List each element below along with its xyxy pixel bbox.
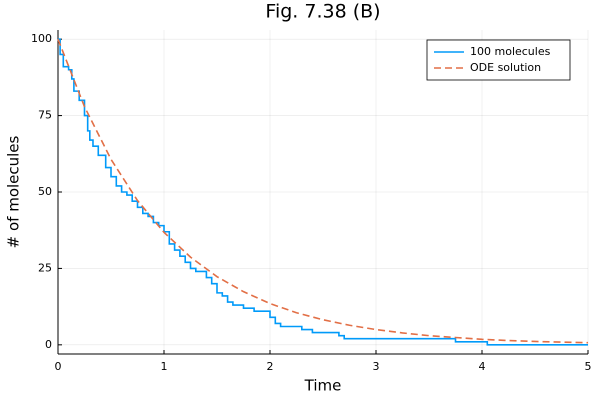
y-tick-label: 50 bbox=[38, 185, 52, 198]
y-tick-label: 100 bbox=[31, 32, 52, 45]
y-tick-label: 25 bbox=[38, 261, 52, 274]
legend-label: ODE solution bbox=[470, 61, 541, 74]
x-tick-label: 3 bbox=[373, 360, 380, 373]
x-axis-label: Time bbox=[304, 377, 342, 395]
series-line bbox=[58, 38, 588, 346]
y-tick-label: 75 bbox=[38, 109, 52, 122]
x-tick-label: 5 bbox=[585, 360, 592, 373]
legend-box bbox=[426, 39, 571, 81]
x-tick-label: 1 bbox=[161, 360, 168, 373]
chart-title: Fig. 7.38 (B) bbox=[265, 1, 380, 23]
legend-label: 100 molecules bbox=[470, 45, 551, 58]
y-tick-label: 0 bbox=[45, 338, 52, 351]
y-axis-label: # of molecules bbox=[5, 135, 23, 248]
series-line bbox=[57, 38, 589, 344]
x-tick-label: 2 bbox=[267, 360, 274, 373]
x-tick-label: 4 bbox=[479, 360, 486, 373]
x-tick-label: 0 bbox=[55, 360, 62, 373]
